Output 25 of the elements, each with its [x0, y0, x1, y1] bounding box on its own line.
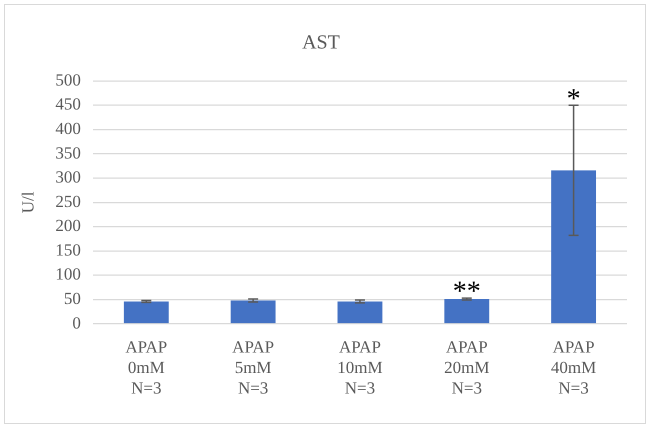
bar — [551, 170, 596, 324]
y-tick-label: 450 — [55, 94, 81, 114]
y-tick-label: 300 — [55, 168, 81, 187]
annotation: * — [566, 83, 581, 114]
y-tick-label: 0 — [72, 313, 81, 332]
bar — [124, 301, 169, 324]
bar — [444, 299, 490, 324]
annotation: ** — [452, 276, 481, 308]
y-tick-label: 100 — [55, 264, 81, 284]
bar — [230, 300, 276, 324]
y-tick-label: 50 — [64, 288, 81, 308]
x-tick-label: APAP 20mM N=3 — [444, 337, 490, 398]
x-tick-label: APAP 40mM N=3 — [550, 337, 596, 398]
y-tick-label: 150 — [55, 240, 81, 260]
x-tick-label: APAP 10mM N=3 — [337, 337, 383, 398]
bar — [338, 301, 382, 324]
y-tick-label: 500 — [55, 70, 81, 90]
x-tick-label: APAP 5mM N=3 — [232, 337, 274, 398]
y-tick-label: 350 — [55, 143, 81, 162]
y-tick-label: 200 — [55, 216, 81, 236]
y-axis-title: U/l — [18, 191, 38, 214]
chart-title: AST — [302, 31, 340, 54]
y-tick-label: 250 — [55, 192, 81, 211]
x-tick-label: APAP 0mM N=3 — [125, 337, 168, 398]
y-tick-label: 400 — [55, 119, 81, 138]
